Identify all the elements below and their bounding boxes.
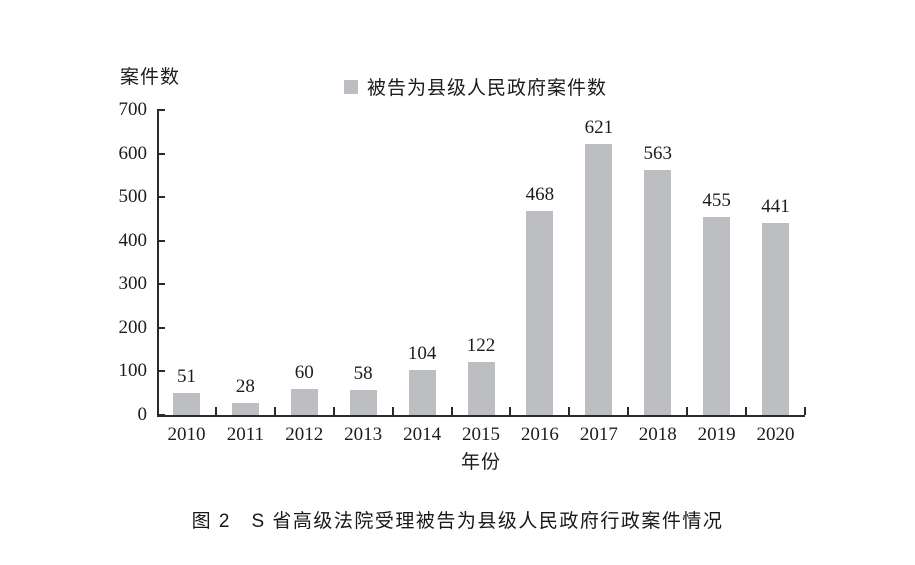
- y-tick-label: 100: [118, 360, 148, 382]
- y-tick-label: 0: [137, 404, 148, 425]
- y-tick-label: 500: [118, 186, 148, 208]
- x-tick-mark: [686, 407, 689, 415]
- x-tick-label: 2010: [167, 424, 206, 445]
- x-tick-mark: [627, 407, 630, 415]
- bar: [703, 216, 731, 415]
- bar: [349, 389, 377, 415]
- x-tick-mark: [509, 407, 512, 415]
- x-tick-mark: [391, 407, 394, 415]
- x-tick-label: 2018: [638, 424, 677, 445]
- bar-value-label: 51: [176, 365, 196, 387]
- y-tick-label: 400: [118, 229, 148, 251]
- x-tick-label: 2013: [344, 424, 383, 445]
- bar-value-label: 455: [702, 189, 731, 211]
- x-tick-mark: [804, 407, 806, 415]
- bar-value-label: 122: [466, 334, 496, 356]
- y-tick-label: 700: [118, 99, 148, 120]
- bar-value-label: 441: [761, 195, 790, 217]
- x-tick-mark: [332, 407, 335, 415]
- bar: [408, 369, 436, 415]
- x-tick-mark: [273, 407, 276, 415]
- bar: [290, 388, 318, 415]
- x-tick-label: 2017: [579, 424, 618, 445]
- bar-value-label: 104: [407, 342, 437, 364]
- y-tick-mark: [157, 283, 165, 286]
- bar-value-label: 58: [353, 362, 373, 384]
- y-axis-title: 案件数: [120, 67, 181, 88]
- y-tick-label: 600: [118, 142, 148, 164]
- x-tick-label: 2012: [285, 424, 324, 445]
- bar: [762, 222, 790, 415]
- y-tick-label: 200: [118, 316, 148, 338]
- x-tick-mark: [745, 407, 748, 415]
- x-axis-title: 年份: [460, 452, 501, 473]
- bar: [231, 402, 259, 415]
- y-tick-mark: [157, 239, 165, 242]
- bar-value-label: 28: [235, 375, 255, 397]
- bar: [526, 211, 554, 415]
- legend-label: 被告为县级人民政府案件数: [367, 78, 608, 99]
- bar: [172, 392, 200, 415]
- figure-caption: 图 2 S 省高级法院受理被告为县级人民政府行政案件情况: [191, 511, 724, 532]
- x-tick-label: 2020: [756, 424, 795, 445]
- bar-value-label: 60: [294, 361, 314, 383]
- x-tick-mark: [568, 407, 571, 415]
- y-tick-mark: [157, 196, 165, 199]
- y-tick-label: 300: [118, 273, 148, 295]
- x-tick-mark: [450, 407, 453, 415]
- legend-swatch-icon: [344, 79, 358, 94]
- y-tick-mark: [157, 414, 165, 416]
- x-tick-label: 2016: [520, 424, 559, 445]
- bar: [467, 361, 495, 415]
- y-tick-mark: [157, 370, 165, 373]
- x-tick-mark: [214, 407, 217, 415]
- x-axis-line: [157, 415, 805, 417]
- bar-value-label: 468: [525, 184, 555, 206]
- y-tick-mark: [157, 109, 165, 111]
- y-tick-mark: [157, 326, 165, 329]
- legend: 被告为县级人民政府案件数: [344, 73, 607, 100]
- bar: [585, 144, 613, 415]
- plot-area: 0 100 200 300 400 500 600 700 51 28 60 58 104 122 468…: [119, 99, 806, 445]
- x-tick-label: 2019: [697, 424, 736, 445]
- x-tick-label: 2011: [226, 424, 264, 445]
- y-axis-line: [157, 110, 159, 415]
- bar-value-label: 621: [584, 117, 614, 139]
- x-tick-label: 2015: [462, 424, 500, 445]
- y-tick-mark: [157, 152, 165, 155]
- bar: [644, 169, 672, 415]
- bar-value-label: 563: [643, 142, 672, 164]
- x-tick-label: 2014: [403, 424, 442, 445]
